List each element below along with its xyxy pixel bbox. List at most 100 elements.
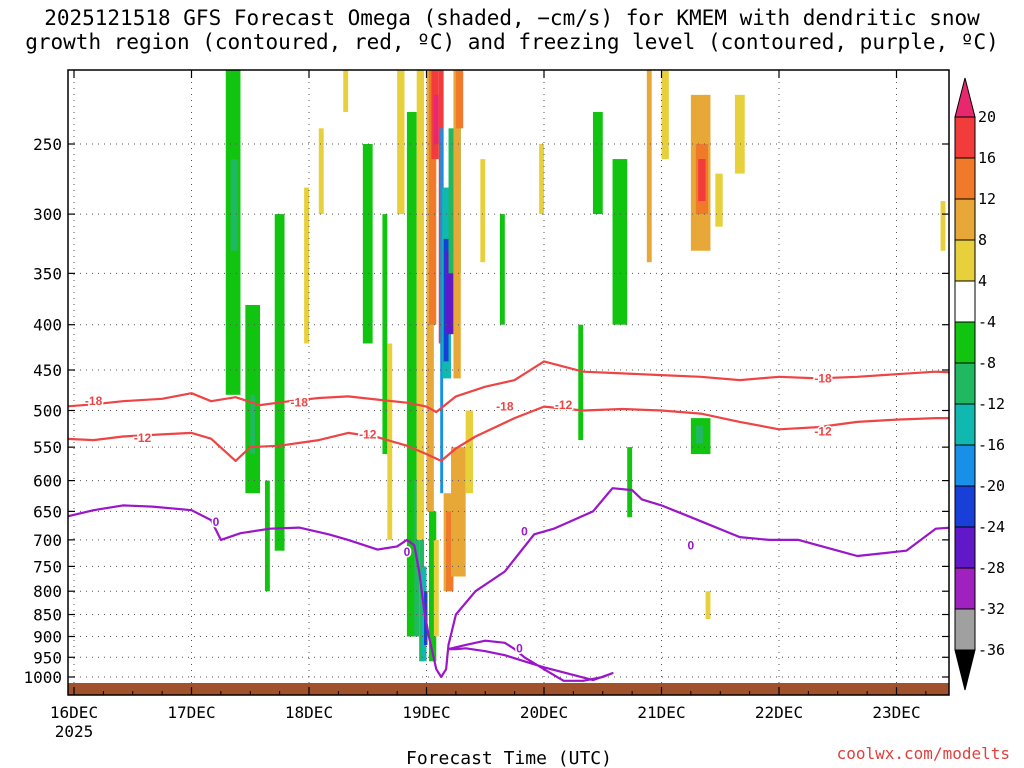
contour-label-0-1: -18 [291, 396, 309, 410]
y-tick-label-500: 500 [33, 402, 62, 421]
omega-cell-29 [446, 250, 454, 335]
omega-cell-41 [592, 111, 603, 215]
colorbar-box-3 [954, 239, 976, 282]
x-tick-label-4: 20DEC [520, 703, 568, 722]
omega-cell-43 [627, 447, 633, 518]
colorbar-bottom-arrow [954, 649, 976, 691]
colorbar-box-2 [954, 198, 976, 241]
colorbar-label-0: 20 [978, 108, 996, 126]
omega-cell-44 [646, 70, 652, 263]
y-tick-label-250: 250 [33, 135, 62, 154]
omega-cell-26 [440, 128, 444, 494]
y-tick-label-750: 750 [33, 557, 62, 576]
omega-cell-13 [406, 111, 417, 637]
omega-cell-15 [416, 70, 425, 540]
y-tick-label-950: 950 [33, 648, 62, 667]
colorbar-label-8: -16 [978, 436, 1005, 454]
omega-cell-12 [397, 70, 405, 215]
colorbar-box-12 [954, 608, 976, 651]
colorbar-box-5 [954, 321, 976, 364]
contour-line-1 [68, 405, 949, 462]
contour-label-1-2: -12 [555, 398, 573, 412]
omega-cell-1 [230, 159, 239, 251]
colorbar-label-1: 16 [978, 149, 996, 167]
omega-cell-39 [539, 144, 544, 215]
contour-lines: -18 -18 -18 -18 -12 -12 -12 -12 0 0 0 0 0 [68, 360, 949, 682]
omega-cell-53 [734, 94, 745, 174]
y-tick-label-300: 300 [33, 205, 62, 224]
colorbar-label-11: -28 [978, 559, 1005, 577]
omega-cell-38 [499, 214, 505, 325]
colorbar-box-0 [954, 116, 976, 159]
ground-surface [68, 683, 949, 695]
omega-cell-28 [443, 238, 449, 362]
contour-label-2-2: 0 [521, 525, 528, 539]
omega-cell-24 [433, 539, 439, 637]
y-tick-label-450: 450 [33, 361, 62, 380]
y-tick-label-350: 350 [33, 264, 62, 283]
contour-label-1-0: -12 [134, 431, 152, 445]
colorbar-box-9 [954, 485, 976, 528]
y-tick-label-550: 550 [33, 438, 62, 457]
contour-label-1-1: -12 [359, 427, 377, 441]
contour-line-2 [68, 487, 949, 679]
omega-cell-8 [343, 70, 349, 112]
y-tick-label-900: 900 [33, 627, 62, 646]
omega-cell-34 [446, 511, 454, 592]
colorbar-label-3: 8 [978, 231, 987, 249]
colorbar-box-4 [954, 280, 976, 323]
colorbar: 20 16 12 8 4 -4 -8 -12 -16 -20 -24 -28 -32 -36 [954, 77, 1005, 691]
omega-cell-54 [940, 201, 946, 251]
omega-cell-22 [433, 94, 439, 144]
ground-band [68, 683, 949, 695]
omega-cell-40 [578, 324, 584, 441]
x-axis-label: Forecast Time (UTC) [406, 748, 612, 768]
omega-cell-3 [250, 394, 256, 455]
colorbar-label-6: -8 [978, 354, 996, 372]
y-tick-label-800: 800 [33, 582, 62, 601]
contour-label-0-3: -18 [814, 371, 832, 385]
colorbar-label-13: -36 [978, 641, 1005, 659]
colorbar-label-12: -32 [978, 600, 1005, 618]
colorbar-box-6 [954, 362, 976, 405]
omega-cell-51 [705, 591, 711, 620]
omega-cell-20 [428, 70, 437, 325]
x-tick-label-5: 21DEC [637, 703, 685, 722]
x-tick-label-3: 19DEC [402, 703, 450, 722]
contour-label-3-0: 0 [516, 641, 523, 655]
contour-label-0-0: -18 [85, 394, 103, 408]
omega-cell-50 [695, 425, 704, 444]
omega-shading [225, 70, 946, 662]
colorbar-box-8 [954, 444, 976, 487]
contour-line-0 [68, 360, 949, 414]
omega-cell-5 [274, 214, 285, 551]
contour-label-2-1: 0 [404, 545, 411, 559]
contour-label-2-0: 0 [213, 515, 220, 529]
colorbar-label-9: -20 [978, 477, 1005, 495]
x-tick-label-2: 18DEC [285, 703, 333, 722]
x-tick-label-7: 23DEC [872, 703, 920, 722]
colorbar-label-2: 12 [978, 190, 996, 208]
x-tick-label-0: 16DEC [50, 703, 98, 722]
colorbar-label-7: -12 [978, 395, 1005, 413]
omega-cell-10 [382, 214, 388, 455]
contour-line-3 [448, 639, 614, 682]
y-tick-label-700: 700 [33, 531, 62, 550]
omega-cell-31 [453, 70, 461, 379]
colorbar-label-5: -4 [978, 313, 996, 331]
credit-text: coolwx.com/modelts [836, 744, 1010, 763]
colorbar-box-7 [954, 403, 976, 446]
omega-cell-48 [698, 159, 706, 202]
chart-title: 2025121518 GFS Forecast Omega (shaded, −… [25, 6, 999, 54]
x-tick-label-1: 17DEC [167, 703, 215, 722]
omega-cell-45 [661, 70, 669, 160]
y-axis-ticks: 250 300 350 400 450 500 550 600 650 700 750 800 850 9… [23, 135, 949, 687]
colorbar-box-1 [954, 157, 976, 200]
omega-cell-32 [455, 70, 464, 129]
y-tick-label-850: 850 [33, 606, 62, 625]
omega-cell-7 [318, 128, 324, 215]
colorbar-top-arrow [954, 77, 976, 118]
omega-cell-9 [362, 144, 373, 344]
